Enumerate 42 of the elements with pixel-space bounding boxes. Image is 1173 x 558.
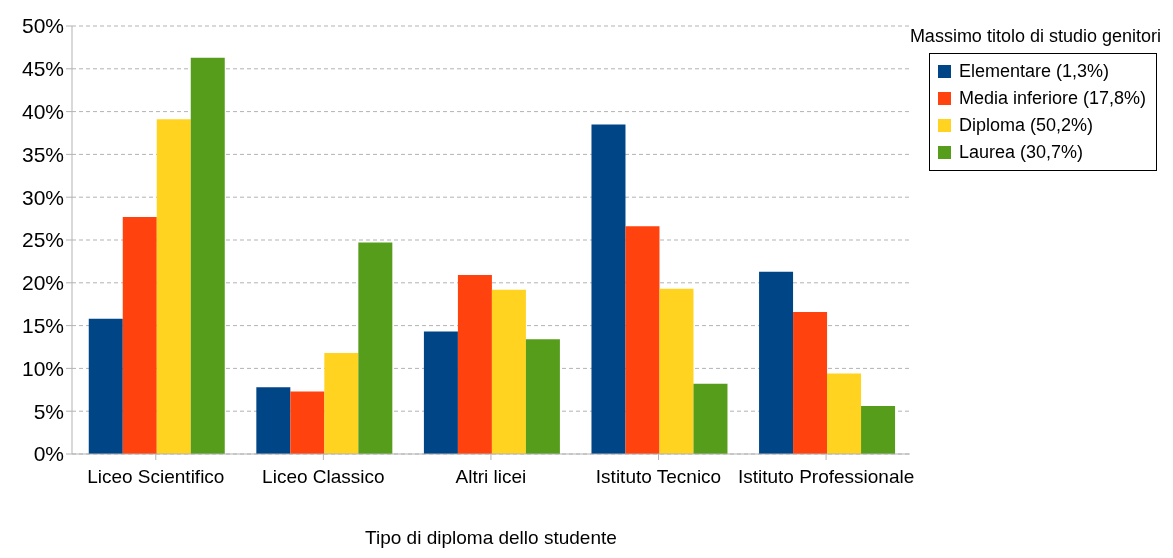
bar bbox=[625, 226, 660, 454]
y-tick-label: 50% bbox=[21, 14, 64, 38]
y-tick-label: 35% bbox=[21, 142, 64, 166]
bar bbox=[122, 216, 157, 454]
legend-label: Media inferiore (17,8%) bbox=[958, 88, 1146, 109]
bar bbox=[156, 119, 191, 454]
bar bbox=[457, 275, 492, 454]
legend-title: Massimo titolo di studio genitori bbox=[909, 26, 1161, 47]
y-tick-label: 10% bbox=[21, 356, 64, 380]
legend-label: Laurea (30,7%) bbox=[958, 142, 1083, 163]
y-tick-label: 40% bbox=[21, 100, 64, 124]
bar bbox=[759, 271, 794, 454]
x-tick-label: Istituto Professionale bbox=[737, 466, 915, 488]
bar bbox=[290, 391, 325, 454]
bar bbox=[190, 57, 225, 454]
x-tick-label: Liceo Scientifico bbox=[87, 466, 225, 488]
x-tick-label: Liceo Classico bbox=[262, 466, 385, 488]
bar bbox=[793, 311, 828, 454]
bar bbox=[256, 387, 291, 454]
legend-label: Diploma (50,2%) bbox=[958, 115, 1093, 136]
bar bbox=[591, 124, 626, 454]
y-tick-label: 0% bbox=[33, 442, 64, 466]
bar bbox=[423, 331, 458, 454]
y-tick-label: 5% bbox=[33, 399, 64, 423]
bar bbox=[861, 406, 896, 454]
x-tick-label: Altri licei bbox=[455, 466, 527, 488]
bar bbox=[324, 352, 359, 454]
y-tick-label: 45% bbox=[21, 57, 64, 81]
bar bbox=[659, 288, 694, 454]
x-tick-label: Istituto Tecnico bbox=[595, 466, 722, 488]
y-tick-label: 25% bbox=[21, 228, 64, 252]
bar bbox=[88, 318, 123, 454]
bar bbox=[358, 242, 393, 454]
bar bbox=[693, 383, 728, 454]
bar bbox=[525, 339, 560, 454]
y-tick-label: 20% bbox=[21, 271, 64, 295]
bar bbox=[491, 289, 526, 454]
legend-label: Elementare (1,3%) bbox=[958, 61, 1109, 82]
x-axis-title: Tipo di diploma dello studente bbox=[365, 527, 617, 548]
bar bbox=[827, 373, 862, 454]
y-tick-label: 15% bbox=[21, 314, 64, 338]
y-tick-label: 30% bbox=[21, 185, 64, 209]
